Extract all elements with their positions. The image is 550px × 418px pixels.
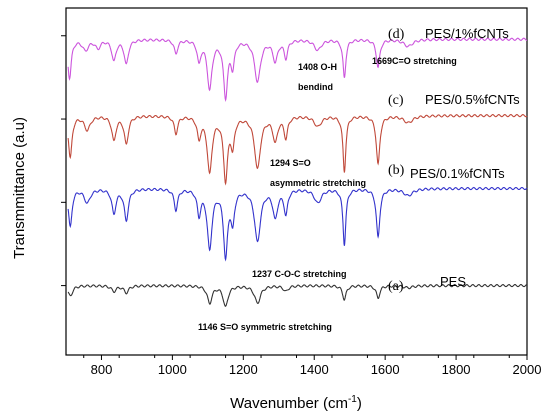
x-tick-label: 1800 [442, 362, 471, 377]
x-tick-label: 1000 [158, 362, 187, 377]
series-name: PES [440, 274, 466, 289]
x-axis-title-main: Wavenumber (cm [230, 395, 348, 412]
series-name: PES/0.5%fCNTs [425, 92, 520, 107]
peak-annotation: 1669C=O stretching [372, 56, 457, 66]
y-axis-title: Transmmittance (a.u) [11, 117, 28, 259]
peak-annotation: asymmetric stretching [270, 178, 366, 188]
series-layer [67, 37, 528, 307]
x-tick-label: 800 [91, 362, 113, 377]
spectrum-line-3 [67, 186, 528, 262]
peak-annotation: bendind [298, 82, 333, 92]
peak-annotation: 1146 S=O symmetric stretching [198, 322, 332, 332]
series-letter: (b) [388, 163, 405, 178]
x-axis-title-close: ) [357, 395, 362, 412]
peak-annotation: 1408 O-H [298, 62, 337, 72]
series-letter: (c) [388, 93, 404, 108]
spectrum-line-4 [67, 284, 527, 307]
annotation-layer: 1408 O-H bendind 1669C=O stretching 1294 S=… [198, 56, 457, 332]
peak-annotation: 1294 S=O [270, 158, 311, 168]
series-letter: (a) [388, 279, 404, 294]
series-letter: (d) [388, 27, 405, 42]
x-axis-title-sup: -1 [348, 394, 357, 405]
x-tick-label: 2000 [513, 362, 542, 377]
series-name: PES/1%fCNTs [425, 26, 509, 41]
spectrum-line-2 [67, 114, 528, 186]
label-layer: (d) PES/1%fCNTs (c) PES/0.5%fCNTs (b) PES/0.1… [388, 26, 520, 294]
x-tick-label: 1600 [371, 362, 400, 377]
x-axis-title: Wavenumber (cm-1) [230, 394, 362, 412]
spectrum-line-1 [67, 37, 527, 103]
x-tick-label: 1200 [229, 362, 258, 377]
x-tick-label: 1400 [300, 362, 329, 377]
series-name: PES/0.1%fCNTs [410, 166, 505, 181]
peak-annotation: 1237 C-O-C stretching [252, 269, 347, 279]
plot-frame: 800 1000 1200 1400 1600 1800 2000 [61, 7, 542, 377]
